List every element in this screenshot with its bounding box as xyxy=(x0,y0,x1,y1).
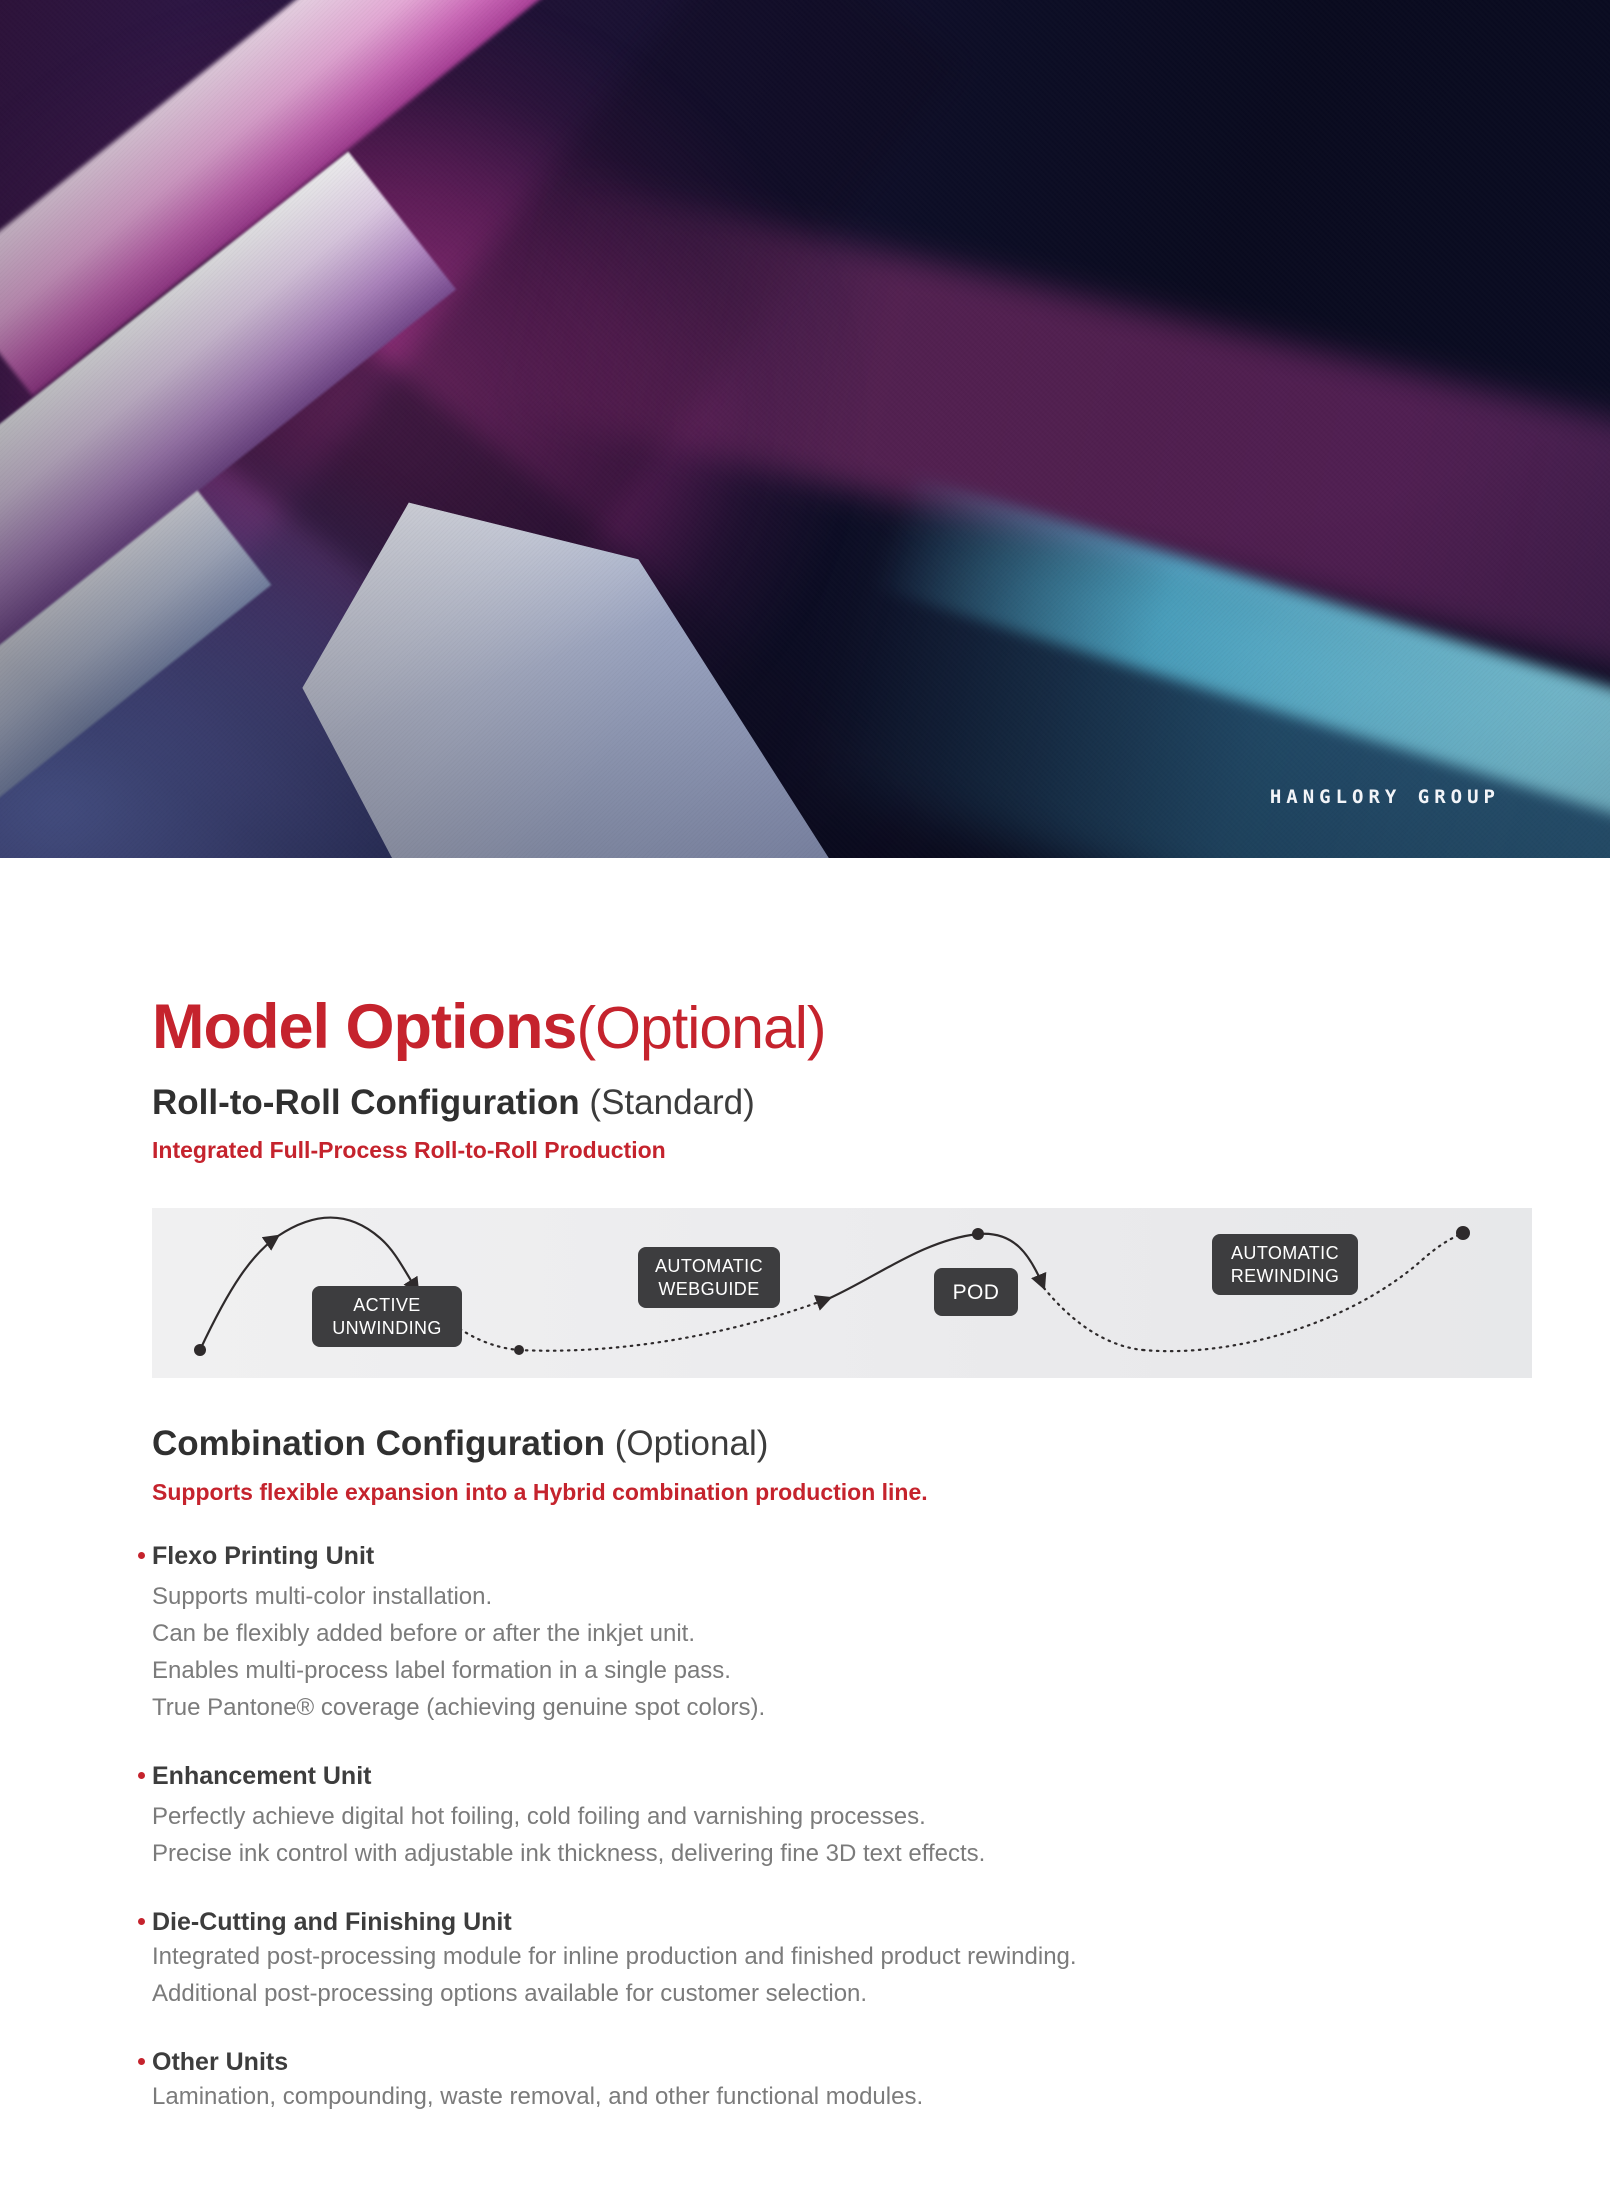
unit-list: Flexo Printing Unit Supports multi-color… xyxy=(138,1540,1502,2115)
unit-description-line: True Pantone® coverage (achieving genuin… xyxy=(152,1693,766,1721)
flow-step-label: AUTOMATIC xyxy=(655,1255,763,1276)
flow-end-dot xyxy=(1456,1226,1470,1241)
flow-dotted-segment xyxy=(1141,1232,1465,1353)
unit-description-line: Can be flexibly added before or after th… xyxy=(152,1619,695,1647)
hanglory-group-logo: HANGLORY GROUP xyxy=(1269,786,1500,808)
combination-heading-bold: Combination Configuration xyxy=(152,1424,605,1464)
flow-step-label: ACTIVE xyxy=(353,1294,421,1315)
combination-subheading: Supports flexible expansion into a Hybri… xyxy=(152,1478,928,1505)
roll-to-roll-subheading: Integrated Full-Process Roll-to-Roll Pro… xyxy=(152,1137,666,1164)
flow-step-label: WEBGUIDE xyxy=(658,1278,760,1299)
flow-step-label: REWINDING xyxy=(1230,1265,1340,1286)
unit-description: Integrated post-processing module for in… xyxy=(152,1938,1502,2012)
unit-description-line: Integrated post-processing module for in… xyxy=(152,1942,1077,1970)
unit-title-text: Flexo Printing Unit xyxy=(152,1541,375,1570)
unit-description-line: Enables multi-process label formation in… xyxy=(152,1656,731,1684)
unit-title-text: Other Units xyxy=(152,2047,289,2076)
unit-description-line: Perfectly achieve digital hot foiling, c… xyxy=(152,1802,926,1830)
flow-solid-segment xyxy=(977,1232,1047,1291)
unit-title-text: Die-Cutting and Finishing Unit xyxy=(152,1907,512,1936)
flow-dotted-segment xyxy=(517,1295,833,1353)
unit-description: Supports multi-color installation. Can b… xyxy=(152,1578,1502,1726)
bullet-icon xyxy=(138,1917,145,1925)
unit-title: Flexo Printing Unit xyxy=(138,1540,1502,1572)
process-flow-diagram: ACTIVE UNWINDING AUTOMATIC WEBGUIDE POD … xyxy=(152,1208,1532,1379)
unit-flexo-printing: Flexo Printing Unit Supports multi-color… xyxy=(138,1540,1502,1726)
unit-description-line: Supports multi-color installation. xyxy=(152,1582,493,1610)
unit-description-line: Precise ink control with adjustable ink … xyxy=(152,1839,986,1867)
unit-title-text: Enhancement Unit xyxy=(152,1761,372,1790)
flow-dip-dot xyxy=(514,1345,524,1356)
flow-step-pod: POD xyxy=(934,1268,1018,1317)
flow-step-label: UNWINDING xyxy=(332,1317,442,1338)
roll-to-roll-heading: Roll-to-Roll Configuration (Standard) xyxy=(152,1083,1502,1123)
unit-other: Other Units Lamination, compounding, was… xyxy=(138,2046,1502,2115)
unit-description-line: Additional post-processing options avail… xyxy=(152,1979,868,2007)
flow-step-automatic-rewinding: AUTOMATIC REWINDING xyxy=(1212,1234,1358,1296)
bullet-icon xyxy=(138,1551,145,1559)
combination-heading: Combination Configuration (Optional) xyxy=(152,1424,1502,1464)
flow-apex-dot xyxy=(972,1228,984,1241)
flow-solid-segment xyxy=(829,1233,979,1300)
roll-to-roll-heading-light: (Standard) xyxy=(579,1083,755,1122)
unit-die-cutting: Die-Cutting and Finishing Unit Integrate… xyxy=(138,1906,1502,2012)
unit-title: Enhancement Unit xyxy=(138,1760,1502,1792)
unit-description: Lamination, compounding, waste removal, … xyxy=(152,2078,1502,2115)
flow-step-label: AUTOMATIC xyxy=(1231,1242,1339,1263)
page-title: Model Options(Optional) xyxy=(152,996,1502,1059)
unit-title: Other Units xyxy=(138,2046,1502,2078)
flow-start-dot xyxy=(194,1344,206,1357)
flow-dotted-segment xyxy=(1042,1287,1145,1352)
unit-description: Perfectly achieve digital hot foiling, c… xyxy=(152,1798,1502,1872)
hero-paper-texture xyxy=(0,0,1610,858)
unit-title: Die-Cutting and Finishing Unit xyxy=(138,1906,1502,1938)
combination-heading-light: (Optional) xyxy=(604,1424,769,1464)
unit-enhancement: Enhancement Unit Perfectly achieve digit… xyxy=(138,1760,1502,1872)
flow-step-automatic-webguide: AUTOMATIC WEBGUIDE xyxy=(638,1247,780,1309)
unit-description-line: Lamination, compounding, waste removal, … xyxy=(152,2082,924,2110)
flow-step-active-unwinding: ACTIVE UNWINDING xyxy=(312,1286,462,1348)
bullet-icon xyxy=(138,2057,145,2065)
hero-image: HANGLORY GROUP xyxy=(0,0,1610,858)
roll-to-roll-heading-bold: Roll-to-Roll Configuration xyxy=(152,1083,580,1122)
page-title-bold: Model Options xyxy=(152,992,577,1062)
page-content: Model Options(Optional) Roll-to-Roll Con… xyxy=(0,858,1610,2115)
page-title-light: (Optional) xyxy=(576,995,826,1061)
flow-step-label: POD xyxy=(952,1280,1000,1304)
flow-solid-segment xyxy=(199,1234,281,1351)
flow-solid-segment xyxy=(277,1216,420,1295)
bullet-icon xyxy=(138,1771,145,1779)
hero-vignette xyxy=(0,0,1610,858)
